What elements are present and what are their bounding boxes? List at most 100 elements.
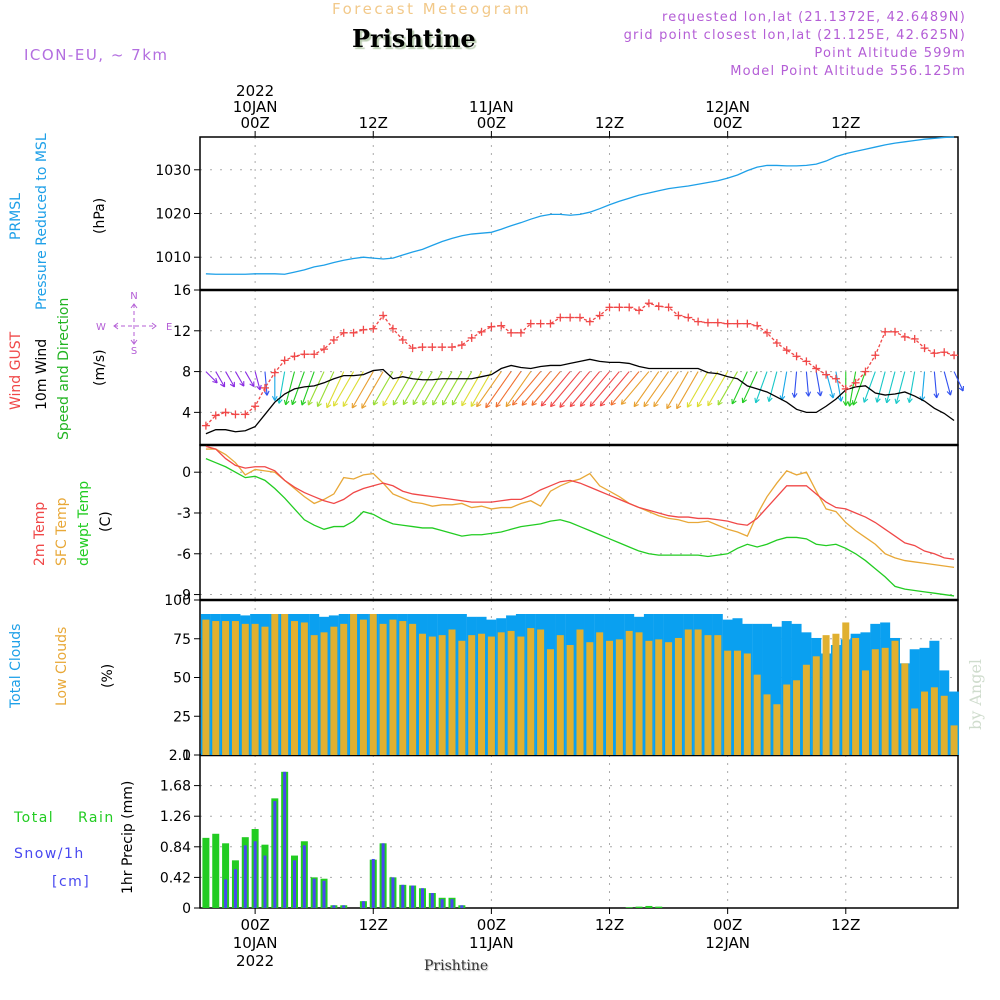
wind-arrow-shaft: [342, 371, 364, 407]
low-cloud-bar: [871, 649, 879, 755]
wind-arrow-shaft: [589, 371, 620, 407]
wind-direction-arrow: [791, 371, 798, 398]
wind-gust-marker: [831, 374, 840, 383]
wind-arrow-head: [768, 397, 773, 402]
low-cloud-bar: [379, 623, 387, 755]
snow-bar: [293, 860, 297, 908]
wind-gust-marker: [664, 303, 673, 312]
low-cloud-bar: [212, 621, 220, 755]
wind-arrow-head: [731, 400, 737, 405]
wind-arrow-head: [540, 401, 543, 407]
wind-arrow-shaft: [244, 371, 255, 387]
wind-gust-marker: [713, 318, 722, 327]
wind-arrow-head: [569, 401, 572, 407]
wind-gust-marker: [861, 367, 870, 376]
wind-arrow-head: [550, 401, 553, 407]
y-tick-label: 50: [173, 671, 191, 687]
wind-arrow-head: [687, 404, 692, 408]
low-cloud-bar: [684, 629, 692, 755]
panel-4: 0 0.42 0.84 1.26 1.68 2.1: [160, 748, 959, 917]
wind-arrow-head: [215, 377, 218, 384]
total-cloud-bar: [949, 691, 960, 755]
wind-arrow-head: [505, 401, 508, 407]
wind-arrow-shaft: [392, 371, 414, 406]
wind-arrow-shaft: [579, 371, 610, 407]
wind-arrow-head: [907, 397, 910, 403]
y-tick-label: 2.1: [169, 748, 191, 764]
wind-direction-arrow: [540, 371, 571, 407]
grid-point-coordinates: grid point closest lon,lat (21.125E, 42.…: [623, 28, 966, 43]
wind-gust-marker: [320, 345, 329, 354]
time-label-top: 12Z: [831, 114, 860, 132]
time-label-bottom: 00Z: [713, 916, 742, 934]
wind-arrow-shaft: [731, 371, 748, 405]
wind-arrow-head: [266, 390, 270, 396]
wind-gust-marker: [615, 303, 624, 312]
wind-arrow-shaft: [333, 371, 355, 407]
wind-direction-arrow: [815, 371, 823, 397]
wind-direction-arrow: [953, 371, 964, 392]
wind-arrow-head: [432, 401, 438, 406]
wind-direction-arrow: [422, 371, 443, 406]
wind-direction-arrow: [943, 371, 953, 396]
low-cloud-bar: [507, 630, 515, 755]
y-tick-label: 0.42: [160, 870, 191, 886]
wind-direction-arrow: [569, 371, 601, 408]
wind-direction-arrow: [919, 371, 926, 402]
wind-arrow-head: [212, 380, 218, 384]
wind-arrow-head: [476, 401, 478, 407]
wind-direction-arrow: [244, 371, 255, 387]
wind-arrow-shaft: [373, 371, 394, 406]
wind-gust-marker: [871, 351, 880, 360]
wind-direction-arrow: [707, 371, 729, 407]
low-cloud-bar: [369, 614, 377, 755]
wind-arrow-head: [317, 403, 322, 408]
y-tick-label: 0: [182, 748, 191, 764]
wind-arrow-head: [442, 401, 448, 406]
low-cloud-bar: [438, 635, 446, 755]
wind-arrow-head: [301, 401, 307, 406]
snow-bar: [460, 905, 464, 908]
wind-direction-arrow: [851, 371, 866, 406]
wind-arrow-head: [511, 400, 515, 406]
low-cloud-bar: [911, 708, 919, 755]
wind-arrow-shaft: [451, 371, 473, 406]
wind-gust-marker: [644, 299, 653, 308]
compass-w: W: [96, 322, 106, 333]
low-cloud-bar: [704, 635, 712, 755]
wind-arrow-head: [876, 398, 881, 403]
wind-gust-marker: [605, 303, 614, 312]
wind-gust-marker: [457, 341, 466, 350]
wind-gust-marker: [300, 350, 309, 359]
time-label-top: 00Z: [477, 114, 506, 132]
rain-bar: [655, 906, 663, 908]
wind-arrow-shaft: [707, 371, 729, 407]
wind-gust-marker: [379, 311, 388, 320]
wind-arrow-head: [875, 397, 878, 403]
wind-arrow-shaft: [485, 371, 512, 409]
rain-bar: [645, 905, 653, 908]
low-cloud-bar: [231, 621, 239, 755]
snow-bar: [322, 880, 326, 908]
wind-gust-marker: [507, 328, 516, 337]
wind-gust-marker: [516, 328, 525, 337]
wind-gust-marker: [349, 328, 358, 337]
wind-arrow-head: [946, 391, 951, 396]
wind-gust-marker: [438, 343, 447, 352]
wind-arrow-shaft: [755, 371, 768, 403]
wind-arrow-head: [862, 397, 865, 403]
low-cloud-bar: [537, 629, 545, 755]
wind-arrow-shaft: [666, 371, 689, 409]
wind-arrow-shaft: [442, 371, 463, 406]
rain-bar: [212, 833, 220, 908]
wind-arrow-head: [755, 399, 760, 404]
wind-direction-arrow: [862, 371, 876, 403]
wind-arrow-shaft: [825, 371, 834, 399]
wind-direction-arrow: [225, 371, 235, 388]
time-label-bottom: 00Z: [240, 916, 269, 934]
wind-arrow-shaft: [886, 371, 896, 403]
low-cloud-bar: [330, 626, 338, 755]
y-tick-label: 0: [182, 901, 191, 917]
wind-arrow-head: [326, 404, 332, 409]
wind-arrow-shaft: [653, 371, 679, 408]
